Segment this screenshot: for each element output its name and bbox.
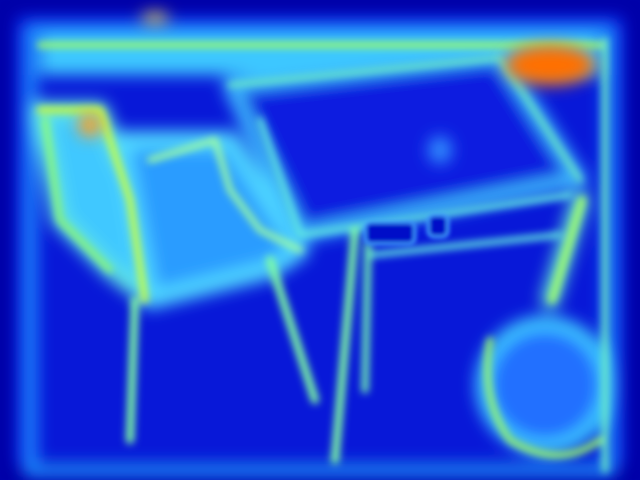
desk-front-edge	[257, 117, 573, 238]
ball-edge	[484, 337, 603, 458]
desk-leg-1	[331, 226, 359, 464]
desk-leg-2	[361, 241, 372, 394]
desk-top-edge	[227, 55, 583, 183]
chair-leg-1	[126, 296, 139, 444]
drawer-2	[426, 213, 450, 239]
chair-arm	[147, 137, 303, 253]
desk-spot	[428, 136, 452, 164]
chair-side-edge	[42, 117, 113, 273]
drawer-edge	[367, 232, 563, 258]
drawer-layer	[363, 213, 450, 246]
hotspot-chair	[78, 113, 102, 137]
hotspot-layer	[78, 13, 595, 164]
hotspot-top-right	[505, 45, 595, 85]
drawer-1	[363, 220, 417, 246]
edge-layer	[36, 37, 608, 473]
frame-glow	[23, 23, 617, 477]
right-leg-edge	[548, 196, 586, 304]
hotspot-top	[141, 13, 169, 23]
chair-back-edge	[36, 106, 149, 304]
chair-leg-2	[266, 256, 319, 404]
